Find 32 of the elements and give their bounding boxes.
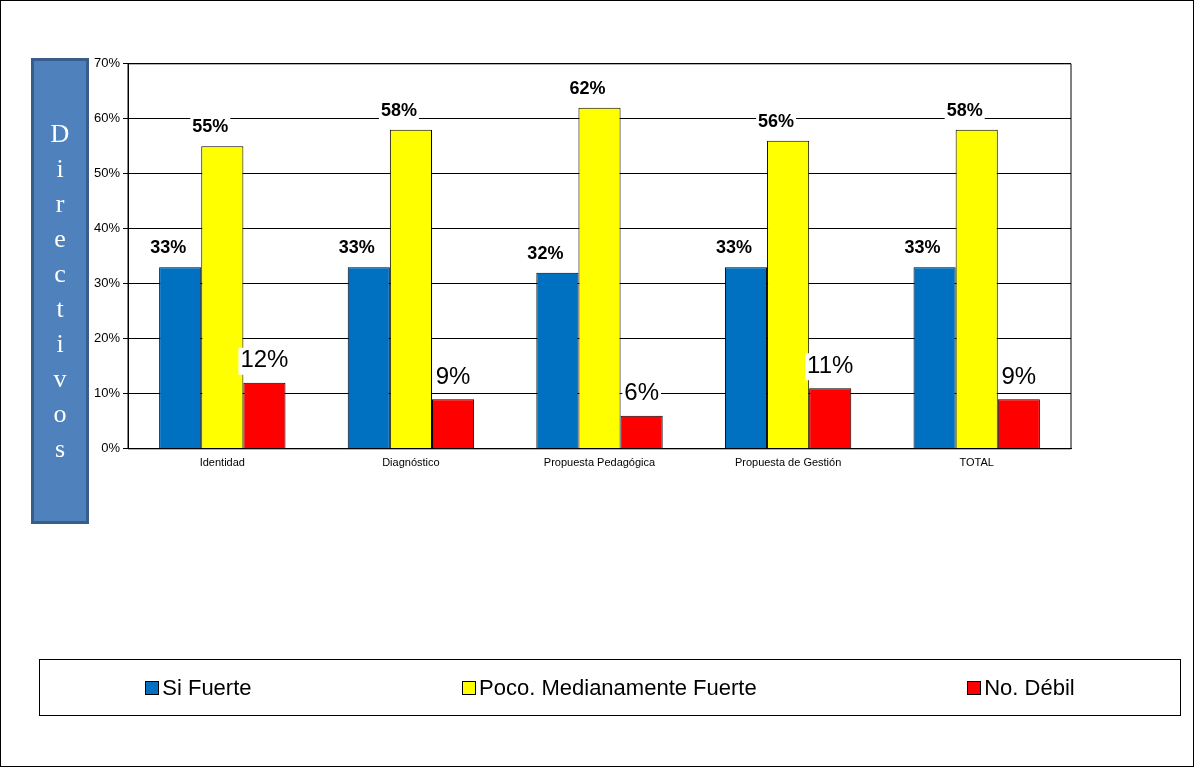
- y-tick-label: 50%: [93, 165, 121, 181]
- data-label: 9%: [435, 361, 471, 389]
- y-tick-label: 20%: [93, 330, 121, 346]
- data-label: 56%: [758, 110, 795, 131]
- data-label: 9%: [1001, 361, 1037, 389]
- y-tick-label: 10%: [93, 385, 121, 401]
- y-tick-label: 70%: [93, 55, 121, 71]
- x-tick-label: Identidad: [199, 456, 245, 469]
- legend-label: Poco. Medianamente Fuerte: [479, 674, 757, 701]
- text: Directivos: [50, 119, 70, 463]
- data-label: 32%: [527, 242, 564, 263]
- x-tick-label: Propuesta Pedagógica: [543, 456, 657, 469]
- data-label: 33%: [338, 237, 375, 258]
- data-label: 11%: [807, 350, 854, 378]
- data-label: 58%: [380, 99, 417, 120]
- x-tick-label: Propuesta de Gestión: [734, 456, 842, 469]
- legend-label: No. Débil: [984, 674, 1075, 701]
- data-label: 33%: [150, 237, 187, 258]
- legend-label: Si Fuerte: [162, 674, 252, 701]
- data-label: 12%: [240, 345, 289, 373]
- data-label: 6%: [624, 378, 659, 406]
- y-tick-label: 60%: [93, 110, 121, 126]
- y-tick-label: 30%: [93, 275, 121, 291]
- data-label: 33%: [904, 237, 941, 258]
- x-tick-label: Diagnóstico: [382, 456, 440, 469]
- data-label: 55%: [192, 116, 229, 137]
- data-label: 33%: [715, 237, 752, 258]
- data-label: 58%: [946, 99, 983, 120]
- x-tick-label: TOTAL: [959, 456, 994, 469]
- data-label: 62%: [569, 77, 606, 98]
- y-tick-label: 0%: [101, 440, 121, 456]
- y-tick-label: 40%: [93, 220, 121, 236]
